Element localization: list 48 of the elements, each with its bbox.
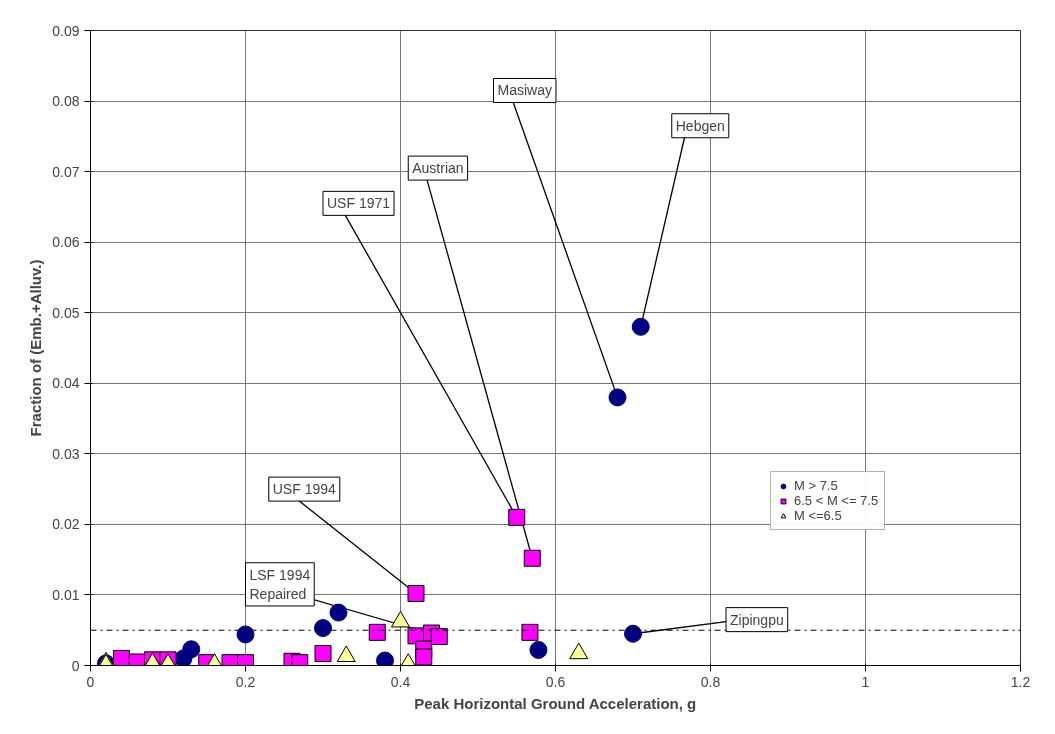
annotation: USF 1971 [327,195,391,212]
y-tick-label: 0.09 [52,22,80,39]
x-tick-label: 0 [86,673,95,690]
point [631,317,650,336]
legend-label: M <=6.5 [794,508,842,523]
annotation: LSF 1994 Repaired [249,566,311,602]
x-tick-label: 0.8 [700,673,721,690]
point [314,619,332,638]
x-tick-label: 1 [861,673,870,690]
x-tick-label: 0.2 [235,673,256,690]
y-tick-label: 0.01 [52,586,80,603]
x-tick-label: 0.6 [545,673,566,690]
y-axis-title: Fraction of (Emb.+Alluv.) [27,259,45,437]
point [569,642,589,660]
point [329,603,348,622]
point [182,640,201,659]
point [521,623,539,641]
point [529,640,548,659]
y-tick-label: 0.06 [52,234,80,251]
point [608,388,627,407]
point [523,549,541,567]
point [314,645,332,663]
point [391,610,410,628]
point [508,508,526,526]
y-tick-label: 0.04 [52,375,80,392]
x-tick-label: 0.4 [390,673,411,690]
annotation: USF 1994 [272,481,336,498]
point [368,623,386,641]
annotation: Zipingpu [730,611,784,628]
point [624,624,642,643]
legend-label: 6.5 < M <= 7.5 [794,493,879,508]
point [415,648,433,666]
annotation: Austrian [412,160,464,177]
legend-label: M > 7.5 [794,478,838,493]
y-tick-label: 0.08 [52,93,80,110]
y-tick-label: 0.02 [52,516,80,533]
annotation: Hebgen [675,117,725,134]
y-tick-label: 0.07 [52,163,80,180]
y-tick-label: 0 [71,657,80,674]
point [336,645,356,663]
x-axis-title: Peak Horizontal Ground Acceleration, g [414,694,697,712]
y-tick-label: 0.03 [52,445,80,462]
y-tick-label: 0.05 [52,304,80,321]
x-tick-label: 1.2 [1010,673,1031,690]
point [430,628,448,646]
point [236,625,255,644]
annotation: Masiway [497,82,552,99]
point [407,585,425,603]
